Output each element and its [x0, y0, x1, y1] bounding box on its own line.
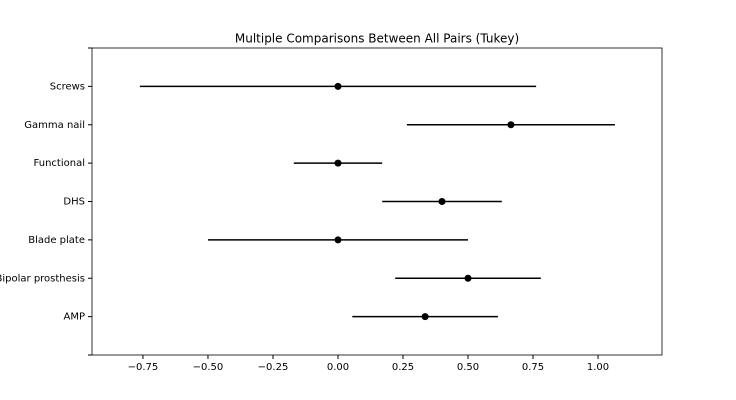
- plot-frame: [91, 47, 663, 356]
- x-tick-label: −0.75: [128, 362, 159, 373]
- y-tick-label: Functional: [34, 158, 85, 169]
- mean-point: [334, 159, 342, 167]
- y-tick-label: Gamma nail: [24, 120, 85, 131]
- y-tick-label: Blade plate: [28, 235, 85, 246]
- x-tick-label: −0.25: [258, 362, 289, 373]
- y-tick-label: DHS: [63, 197, 85, 208]
- x-tick-label: −0.50: [193, 362, 224, 373]
- mean-point: [334, 82, 342, 90]
- y-tick-label: Bipolar prosthesis: [0, 273, 85, 284]
- chart-title: Multiple Comparisons Between All Pairs (…: [235, 32, 519, 46]
- mean-point: [438, 198, 446, 205]
- y-tick-label: AMP: [64, 312, 86, 323]
- y-tick-label: Screws: [50, 81, 85, 92]
- mean-point: [507, 121, 515, 129]
- x-tick-label: 0.75: [522, 362, 544, 373]
- mean-point: [421, 313, 429, 321]
- x-tick-label: 0.00: [327, 362, 349, 373]
- x-tick-label: 0.25: [392, 362, 414, 373]
- mean-point: [464, 274, 472, 282]
- mean-point: [334, 236, 342, 244]
- x-tick-label: 1.00: [587, 362, 609, 373]
- x-tick-label: 0.50: [457, 362, 479, 373]
